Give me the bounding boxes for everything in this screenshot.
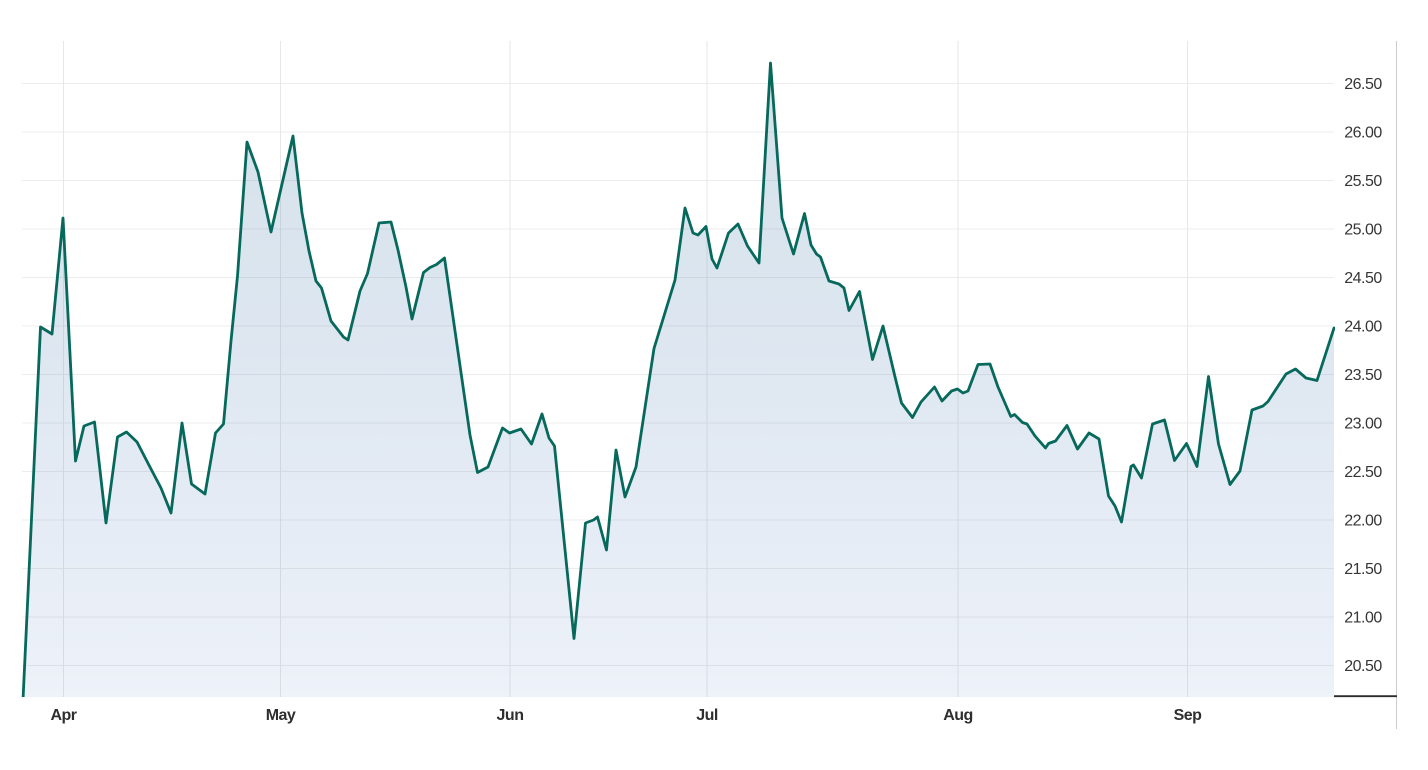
svg-text:26.00: 26.00 xyxy=(1344,125,1382,142)
svg-text:22.00: 22.00 xyxy=(1344,513,1382,530)
svg-text:21.50: 21.50 xyxy=(1344,561,1382,578)
svg-text:Sep: Sep xyxy=(1174,707,1203,724)
svg-text:22.50: 22.50 xyxy=(1344,464,1382,481)
svg-text:26.50: 26.50 xyxy=(1344,76,1382,93)
svg-text:24.00: 24.00 xyxy=(1344,319,1382,336)
svg-text:Apr: Apr xyxy=(50,707,76,724)
svg-text:Aug: Aug xyxy=(943,707,973,724)
svg-text:20.50: 20.50 xyxy=(1344,658,1382,675)
svg-text:Jun: Jun xyxy=(497,707,524,724)
svg-text:21.00: 21.00 xyxy=(1344,610,1382,627)
svg-text:25.00: 25.00 xyxy=(1344,222,1382,239)
svg-text:23.00: 23.00 xyxy=(1344,416,1382,433)
svg-text:24.50: 24.50 xyxy=(1344,270,1382,287)
svg-text:Jul: Jul xyxy=(696,707,718,724)
svg-text:25.50: 25.50 xyxy=(1344,173,1382,190)
svg-text:23.50: 23.50 xyxy=(1344,367,1382,384)
svg-text:May: May xyxy=(266,707,296,724)
